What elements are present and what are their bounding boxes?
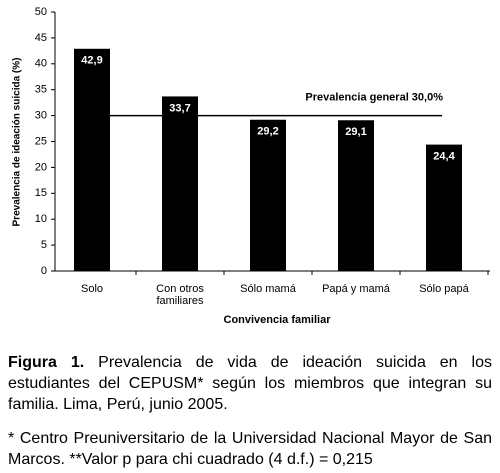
y-tick-label: 25 bbox=[35, 135, 47, 147]
value-label: 42,9 bbox=[81, 55, 102, 67]
bar bbox=[250, 119, 286, 271]
value-label: 33,7 bbox=[169, 102, 190, 114]
value-label: 29,1 bbox=[345, 126, 366, 138]
bar bbox=[74, 48, 110, 271]
x-tick-label: Papá y mamá bbox=[322, 283, 390, 295]
x-tick-label: Con otros familiares bbox=[156, 283, 204, 307]
y-tick-label: 5 bbox=[41, 239, 47, 251]
y-axis-label: Prevalencia de ideación suicida (%) bbox=[12, 58, 23, 227]
y-tick-label: 50 bbox=[35, 6, 47, 18]
chart: Prevalencia de ideación suicida (%) Conv… bbox=[12, 6, 490, 326]
caption-label: Figura 1. bbox=[8, 354, 85, 371]
x-tick-label: Sólo papá bbox=[419, 283, 469, 295]
y-tick-label: 0 bbox=[41, 265, 47, 277]
y-tick-label: 35 bbox=[35, 84, 47, 96]
bar bbox=[162, 96, 198, 272]
value-label: 29,2 bbox=[257, 126, 278, 138]
y-tick-label: 10 bbox=[35, 213, 47, 225]
bar bbox=[426, 144, 462, 271]
y-tick-label: 45 bbox=[35, 32, 47, 44]
y-tick-label: 20 bbox=[35, 161, 47, 173]
caption-text: Prevalencia de vida de ideación suicida … bbox=[8, 354, 492, 413]
x-axis-label: Convivencia familiar bbox=[224, 314, 332, 326]
x-tick-label: Solo bbox=[80, 283, 104, 295]
caption: Figura 1. Prevalencia de vida de ideació… bbox=[8, 352, 492, 415]
footnote: * Centro Preuniversitario de la Universi… bbox=[8, 430, 492, 468]
y-tick-label: 30 bbox=[35, 110, 47, 122]
y-tick-label: 40 bbox=[35, 58, 47, 70]
y-tick-label: 15 bbox=[35, 187, 47, 199]
reference-label: Prevalencia general 30,0% bbox=[305, 92, 443, 104]
x-tick-label: Sólo mamá bbox=[240, 283, 296, 295]
value-label: 24,4 bbox=[433, 151, 455, 163]
bar bbox=[338, 120, 374, 272]
